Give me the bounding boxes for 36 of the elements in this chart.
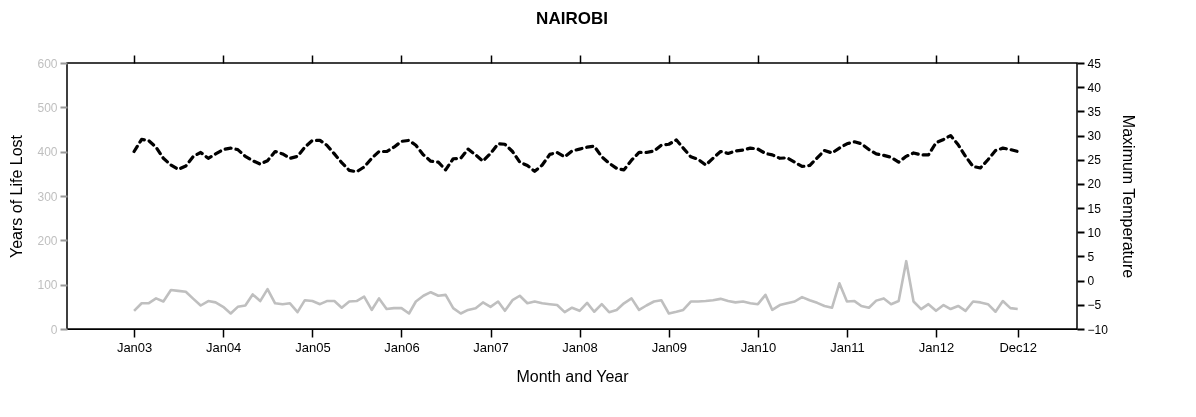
x-tick-label: Dec12 — [999, 339, 1038, 355]
y2-tick-label: 10 — [1087, 225, 1102, 240]
x-axis-title: Month and Year — [516, 367, 630, 385]
x-tick-label: Jan06 — [384, 339, 420, 355]
y2-tick-label: 30 — [1087, 129, 1102, 144]
y-tick-label: 500 — [37, 100, 58, 115]
y2-tick-label: 35 — [1087, 104, 1102, 119]
y2-tick-label: −10 — [1087, 322, 1109, 337]
x-tick-label: Jan09 — [651, 339, 688, 355]
line-series — [132, 133, 1020, 174]
y-tick-label: 300 — [37, 189, 58, 204]
x-tick-label: Jan07 — [473, 339, 509, 355]
y2-tick-label: 20 — [1087, 177, 1102, 192]
x-tick-label: Jan12 — [918, 339, 955, 355]
y2-tick-label: 5 — [1087, 249, 1095, 264]
x-tick-label: Jan03 — [116, 339, 153, 355]
y-tick-label: 100 — [37, 278, 58, 293]
x-tick-label: Jan04 — [205, 339, 242, 355]
y-tick-label: 600 — [37, 56, 58, 71]
y2-tick-label: 40 — [1087, 80, 1102, 95]
y2-tick-label: 0 — [1087, 274, 1095, 289]
y2-tick-label: 45 — [1087, 56, 1102, 71]
y-tick-label: 0 — [50, 322, 58, 337]
y2-tick-label: 15 — [1087, 201, 1102, 216]
x-tick-label: Jan11 — [830, 339, 865, 355]
x-tick-label: Jan10 — [740, 339, 777, 355]
y2-axis-title: Maximum Temperature — [1119, 114, 1137, 279]
x-tick-label: Jan05 — [295, 339, 331, 355]
x-tick-label: Jan08 — [562, 339, 598, 355]
line-series — [132, 259, 1020, 315]
y-axis-title: Years of Life Lost — [8, 134, 26, 259]
chart-title: NAIROBI — [536, 9, 608, 29]
y2-tick-label: 25 — [1087, 153, 1102, 168]
y-tick-label: 200 — [37, 233, 58, 248]
y-tick-label: 400 — [37, 145, 58, 160]
y2-tick-label: −5 — [1087, 298, 1102, 313]
